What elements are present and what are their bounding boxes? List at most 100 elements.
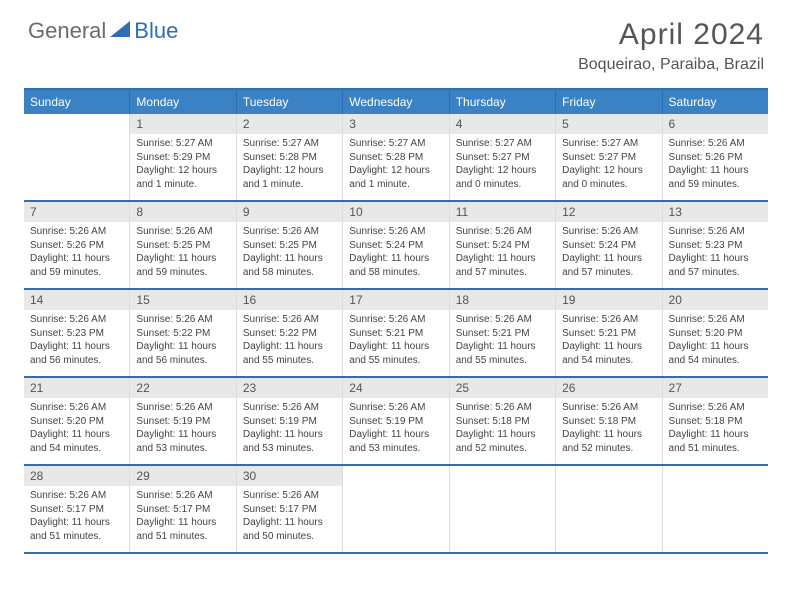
logo-text-blue: Blue xyxy=(134,18,178,44)
calendar-cell: 13Sunrise: 5:26 AMSunset: 5:23 PMDayligh… xyxy=(663,202,768,288)
sunset-text: Sunset: 5:22 PM xyxy=(243,327,336,341)
cell-body: Sunrise: 5:26 AMSunset: 5:18 PMDaylight:… xyxy=(663,398,768,459)
day-number: 7 xyxy=(24,202,129,222)
sunset-text: Sunset: 5:22 PM xyxy=(136,327,229,341)
day-number: 25 xyxy=(450,378,555,398)
calendar-cell: 29 Sunrise: 5:26 AMSunset: 5:17 PMDayligh… xyxy=(130,466,236,552)
cell-body: Sunrise: 5:26 AMSunset: 5:18 PMDaylight:… xyxy=(556,398,661,459)
cell-body: Sunrise: 5:26 AMSunset: 5:17 PMDaylight:… xyxy=(24,486,129,547)
day-header: Tuesday xyxy=(237,90,343,114)
calendar-grid: Sunday Monday Tuesday Wednesday Thursday… xyxy=(24,88,768,554)
sunset-text: Sunset: 5:20 PM xyxy=(30,415,123,429)
daylight-text: Daylight: 11 hours and 51 minutes. xyxy=(136,516,229,543)
calendar-cell: 20Sunrise: 5:26 AMSunset: 5:20 PMDayligh… xyxy=(663,290,768,376)
day-number: 26 xyxy=(556,378,661,398)
triangle-icon xyxy=(110,21,130,42)
sunrise-text: Sunrise: 5:27 AM xyxy=(243,137,336,151)
week-row: 14Sunrise: 5:26 AMSunset: 5:23 PMDayligh… xyxy=(24,290,768,378)
day-number: 4 xyxy=(450,114,555,134)
sunset-text: Sunset: 5:26 PM xyxy=(30,239,123,253)
daylight-text: Daylight: 11 hours and 57 minutes. xyxy=(456,252,549,279)
cell-body: Sunrise: 5:26 AMSunset: 5:26 PMDaylight:… xyxy=(24,222,129,283)
week-row: 28Sunrise: 5:26 AMSunset: 5:17 PMDayligh… xyxy=(24,466,768,554)
daylight-text: Daylight: 11 hours and 55 minutes. xyxy=(456,340,549,367)
day-number: 16 xyxy=(237,290,342,310)
sunset-text: Sunset: 5:28 PM xyxy=(243,151,336,165)
sunset-text: Sunset: 5:27 PM xyxy=(562,151,655,165)
day-number: 15 xyxy=(130,290,235,310)
day-header: Sunday xyxy=(24,90,130,114)
day-number: 17 xyxy=(343,290,448,310)
day-number: 30 xyxy=(237,466,342,486)
day-number: 24 xyxy=(343,378,448,398)
cell-body: Sunrise: 5:26 AMSunset: 5:25 PMDaylight:… xyxy=(130,222,235,283)
calendar-cell: 23Sunrise: 5:26 AMSunset: 5:19 PMDayligh… xyxy=(237,378,343,464)
daylight-text: Daylight: 12 hours and 0 minutes. xyxy=(562,164,655,191)
week-row: .1Sunrise: 5:27 AMSunset: 5:29 PMDayligh… xyxy=(24,114,768,202)
cell-body: Sunrise: 5:26 AMSunset: 5:23 PMDaylight:… xyxy=(24,310,129,371)
sunset-text: Sunset: 5:18 PM xyxy=(669,415,762,429)
calendar-cell: . xyxy=(343,466,449,552)
sunrise-text: Sunrise: 5:26 AM xyxy=(669,225,762,239)
sunrise-text: Sunrise: 5:26 AM xyxy=(349,225,442,239)
sunset-text: Sunset: 5:24 PM xyxy=(456,239,549,253)
cell-body: Sunrise: 5:27 AMSunset: 5:28 PMDaylight:… xyxy=(237,134,342,195)
calendar-cell: . xyxy=(556,466,662,552)
sunset-text: Sunset: 5:23 PM xyxy=(30,327,123,341)
sunset-text: Sunset: 5:17 PM xyxy=(30,503,123,517)
calendar-cell: 16Sunrise: 5:26 AMSunset: 5:22 PMDayligh… xyxy=(237,290,343,376)
cell-body: Sunrise: 5:26 AMSunset: 5:22 PMDaylight:… xyxy=(130,310,235,371)
day-number: 10 xyxy=(343,202,448,222)
daylight-text: Daylight: 11 hours and 54 minutes. xyxy=(30,428,123,455)
calendar-cell: 11Sunrise: 5:26 AMSunset: 5:24 PMDayligh… xyxy=(450,202,556,288)
calendar-cell: . xyxy=(450,466,556,552)
day-header: Monday xyxy=(130,90,236,114)
calendar-cell: 22Sunrise: 5:26 AMSunset: 5:19 PMDayligh… xyxy=(130,378,236,464)
cell-body: Sunrise: 5:27 AMSunset: 5:27 PMDaylight:… xyxy=(556,134,661,195)
daylight-text: Daylight: 11 hours and 52 minutes. xyxy=(562,428,655,455)
calendar-cell: 3Sunrise: 5:27 AMSunset: 5:28 PMDaylight… xyxy=(343,114,449,200)
calendar-cell: 7Sunrise: 5:26 AMSunset: 5:26 PMDaylight… xyxy=(24,202,130,288)
cell-body: Sunrise: 5:26 AMSunset: 5:18 PMDaylight:… xyxy=(450,398,555,459)
cell-body: Sunrise: 5:26 AMSunset: 5:26 PMDaylight:… xyxy=(663,134,768,195)
sunset-text: Sunset: 5:17 PM xyxy=(136,503,229,517)
sunrise-text: Sunrise: 5:26 AM xyxy=(243,225,336,239)
daylight-text: Daylight: 11 hours and 59 minutes. xyxy=(30,252,123,279)
daylight-text: Daylight: 11 hours and 57 minutes. xyxy=(669,252,762,279)
day-number: 8 xyxy=(130,202,235,222)
sunrise-text: Sunrise: 5:26 AM xyxy=(243,489,336,503)
calendar-cell: 15Sunrise: 5:26 AMSunset: 5:22 PMDayligh… xyxy=(130,290,236,376)
day-number: 28 xyxy=(24,466,129,486)
day-number: 12 xyxy=(556,202,661,222)
title-block: April 2024 Boqueirao, Paraiba, Brazil xyxy=(578,18,764,74)
sunrise-text: Sunrise: 5:26 AM xyxy=(456,401,549,415)
daylight-text: Daylight: 11 hours and 59 minutes. xyxy=(136,252,229,279)
calendar-cell: 27Sunrise: 5:26 AMSunset: 5:18 PMDayligh… xyxy=(663,378,768,464)
cell-body: Sunrise: 5:26 AMSunset: 5:24 PMDaylight:… xyxy=(450,222,555,283)
sunrise-text: Sunrise: 5:26 AM xyxy=(30,401,123,415)
cell-body: Sunrise: 5:26 AMSunset: 5:23 PMDaylight:… xyxy=(663,222,768,283)
calendar-cell: 5Sunrise: 5:27 AMSunset: 5:27 PMDaylight… xyxy=(556,114,662,200)
logo: General Blue xyxy=(28,18,178,44)
day-header-row: Sunday Monday Tuesday Wednesday Thursday… xyxy=(24,90,768,114)
day-header: Thursday xyxy=(450,90,556,114)
sunrise-text: Sunrise: 5:26 AM xyxy=(136,489,229,503)
sunrise-text: Sunrise: 5:26 AM xyxy=(349,313,442,327)
sunrise-text: Sunrise: 5:26 AM xyxy=(243,313,336,327)
sunrise-text: Sunrise: 5:26 AM xyxy=(669,137,762,151)
location-subtitle: Boqueirao, Paraiba, Brazil xyxy=(578,56,764,74)
sunrise-text: Sunrise: 5:26 AM xyxy=(136,401,229,415)
daylight-text: Daylight: 11 hours and 53 minutes. xyxy=(243,428,336,455)
calendar-cell: 4Sunrise: 5:27 AMSunset: 5:27 PMDaylight… xyxy=(450,114,556,200)
sunset-text: Sunset: 5:21 PM xyxy=(456,327,549,341)
sunrise-text: Sunrise: 5:26 AM xyxy=(136,313,229,327)
day-number: 29 xyxy=(130,466,235,486)
day-number: 14 xyxy=(24,290,129,310)
calendar-cell: . xyxy=(24,114,130,200)
sunrise-text: Sunrise: 5:26 AM xyxy=(30,489,123,503)
page-header: General Blue April 2024 Boqueirao, Parai… xyxy=(0,0,792,82)
cell-body: Sunrise: 5:26 AMSunset: 5:21 PMDaylight:… xyxy=(343,310,448,371)
day-number: 23 xyxy=(237,378,342,398)
calendar-cell: 8Sunrise: 5:26 AMSunset: 5:25 PMDaylight… xyxy=(130,202,236,288)
cell-body: Sunrise: 5:26 AMSunset: 5:24 PMDaylight:… xyxy=(556,222,661,283)
